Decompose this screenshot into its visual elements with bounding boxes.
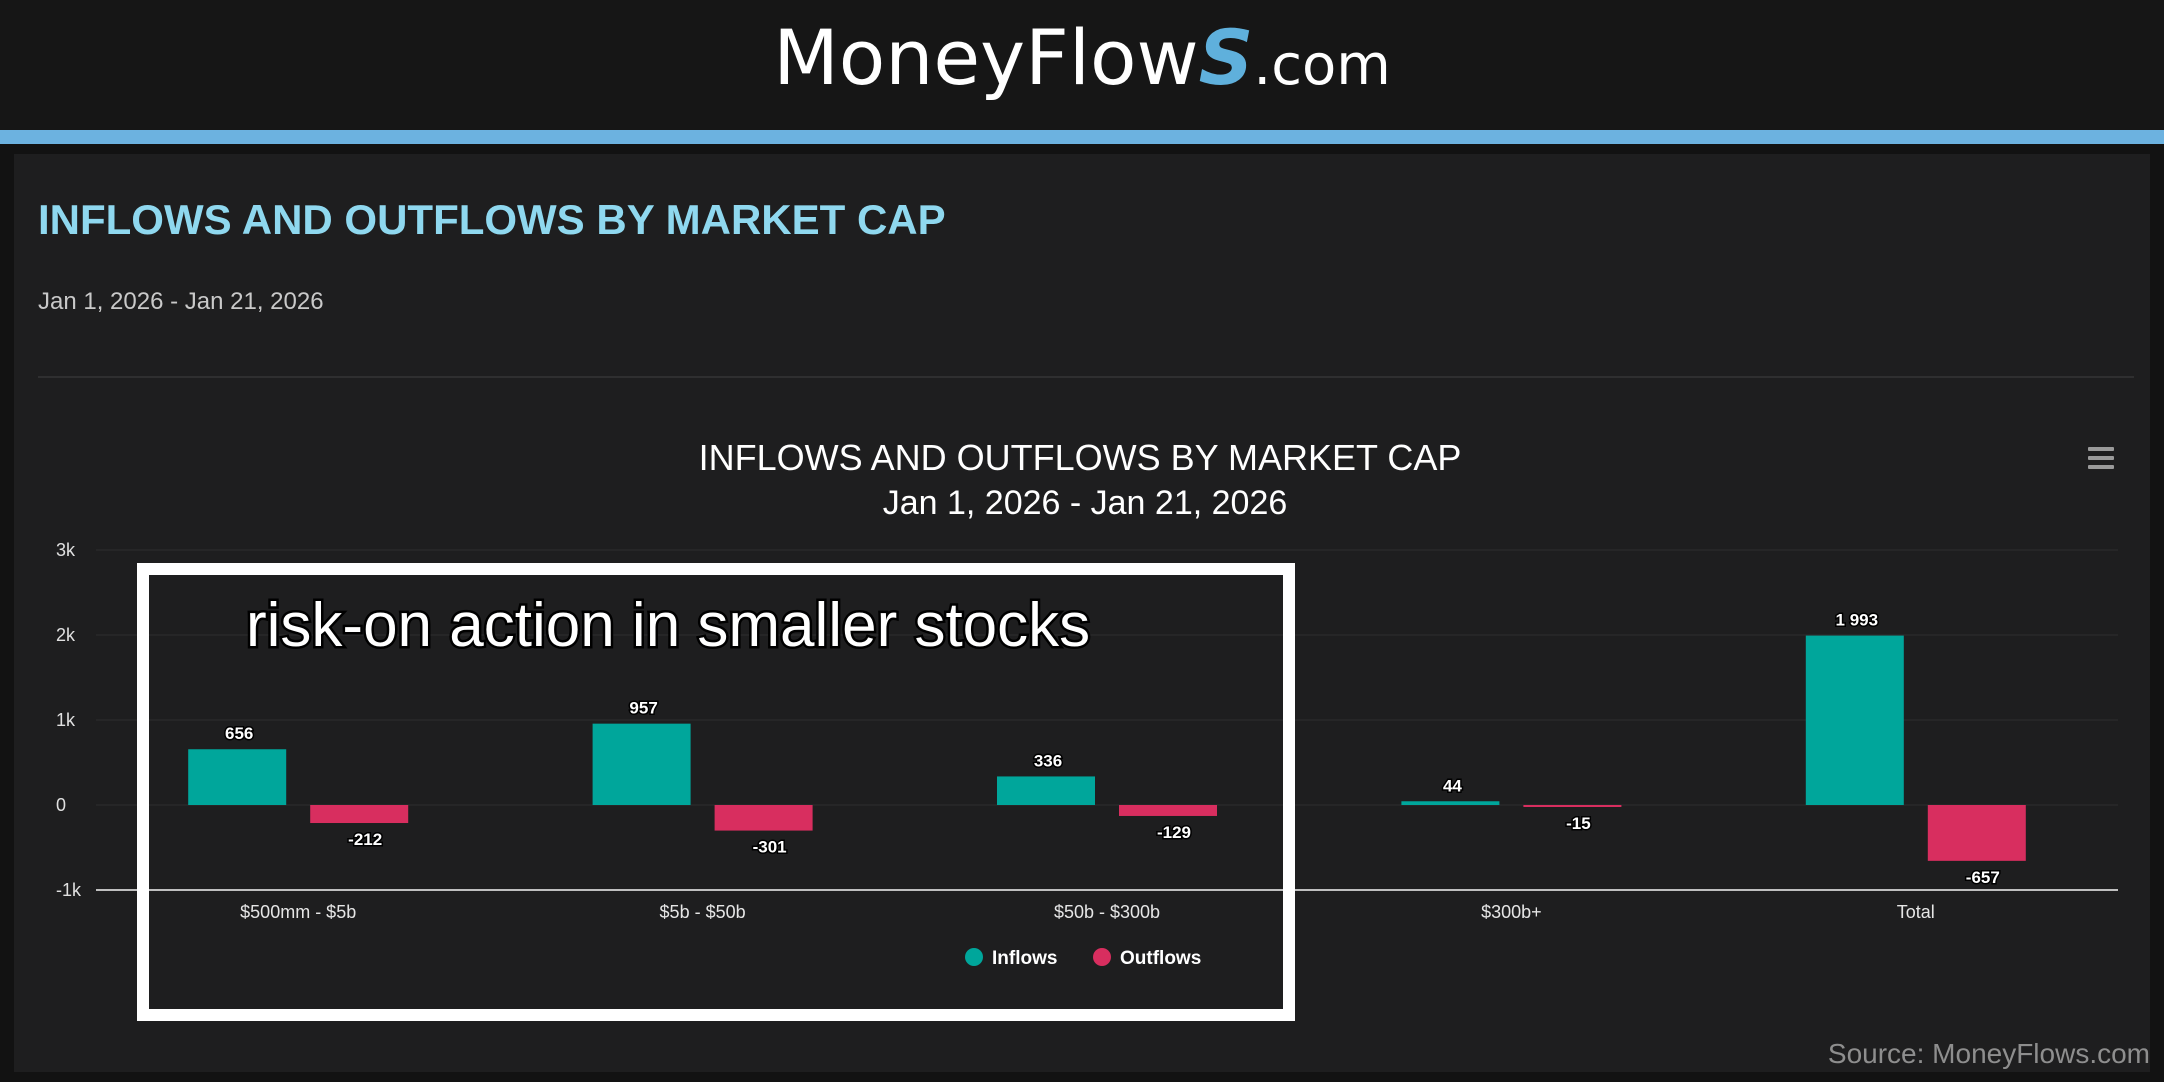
bar-outflows-1 bbox=[714, 805, 813, 831]
y-tick-label: -1k bbox=[56, 880, 82, 900]
legend-swatch-inflows bbox=[965, 948, 983, 966]
data-label: -301 bbox=[753, 838, 787, 857]
bar-inflows-2 bbox=[997, 776, 1095, 805]
chart-panel: INFLOWS AND OUTFLOWS BY MARKET CAP Jan 1… bbox=[14, 154, 2150, 1072]
x-category-label: Total bbox=[1897, 902, 1935, 922]
data-label: -15 bbox=[1566, 814, 1591, 833]
x-category-label: $300b+ bbox=[1481, 902, 1542, 922]
bar-outflows-2 bbox=[1119, 805, 1217, 816]
bar-inflows-0 bbox=[188, 749, 287, 805]
data-label: 957 bbox=[629, 699, 657, 718]
x-category-label: $5b - $50b bbox=[660, 902, 746, 922]
bar-outflows-4 bbox=[1927, 805, 2026, 861]
x-category-label: $500mm - $5b bbox=[240, 902, 356, 922]
annotation-box: risk-on action in smaller stocks bbox=[137, 563, 1295, 1021]
data-label: -212 bbox=[348, 830, 382, 849]
legend-label-outflows: Outflows bbox=[1120, 948, 1201, 969]
data-label: 336 bbox=[1034, 751, 1062, 770]
bars bbox=[188, 635, 2026, 861]
x-category-label: $50b - $300b bbox=[1054, 902, 1160, 922]
chart-subtitle: Jan 1, 2026 - Jan 21, 2026 bbox=[883, 484, 1288, 522]
bar-inflows-3 bbox=[1401, 801, 1500, 805]
data-label: 44 bbox=[1443, 776, 1462, 795]
data-label: 1 993 bbox=[1836, 611, 1879, 630]
y-tick-label: 0 bbox=[56, 795, 66, 815]
grid-lines bbox=[96, 549, 2118, 891]
panel-date-range: Jan 1, 2026 - Jan 21, 2026 bbox=[38, 288, 324, 315]
annotation-text: risk-on action in smaller stocks bbox=[246, 591, 1090, 660]
data-label: 656 bbox=[225, 724, 253, 743]
y-tick-label: 1k bbox=[56, 710, 76, 730]
legend-label-inflows: Inflows bbox=[992, 948, 1057, 969]
site-logo[interactable]: MoneyFlowS.com bbox=[0, 14, 2164, 110]
legend: Inflows Outflows bbox=[965, 948, 1201, 969]
bar-outflows-0 bbox=[310, 805, 409, 824]
bar-inflows-4 bbox=[1805, 635, 1904, 805]
site-header: MoneyFlowS.com bbox=[0, 0, 2164, 130]
bar-outflows-3 bbox=[1523, 805, 1622, 807]
panel-title: INFLOWS AND OUTFLOWS BY MARKET CAP bbox=[38, 196, 946, 243]
logo-domain-text: .com bbox=[1253, 33, 1391, 98]
logo-main-text: MoneyFlow bbox=[773, 13, 1199, 102]
legend-swatch-outflows bbox=[1093, 948, 1111, 966]
chart-title: INFLOWS AND OUTFLOWS BY MARKET CAP bbox=[699, 437, 1462, 478]
header-accent-bar bbox=[0, 130, 2164, 144]
data-label: -657 bbox=[1966, 868, 2000, 887]
bar-inflows-1 bbox=[592, 723, 691, 805]
hamburger-menu-icon[interactable] bbox=[2088, 447, 2114, 469]
y-tick-label: 2k bbox=[56, 625, 76, 645]
source-note: Source: MoneyFlows.com bbox=[1827, 1038, 2150, 1069]
logo-s-mark: S bbox=[1198, 13, 1254, 102]
panel-divider bbox=[38, 376, 2134, 378]
data-label: -129 bbox=[1157, 823, 1191, 842]
y-tick-label: 3k bbox=[56, 540, 76, 560]
labels: 3k 2k 1k 0 -1k 656 -212 $500mm - $5b 957 -301 $5b … bbox=[56, 540, 2001, 922]
